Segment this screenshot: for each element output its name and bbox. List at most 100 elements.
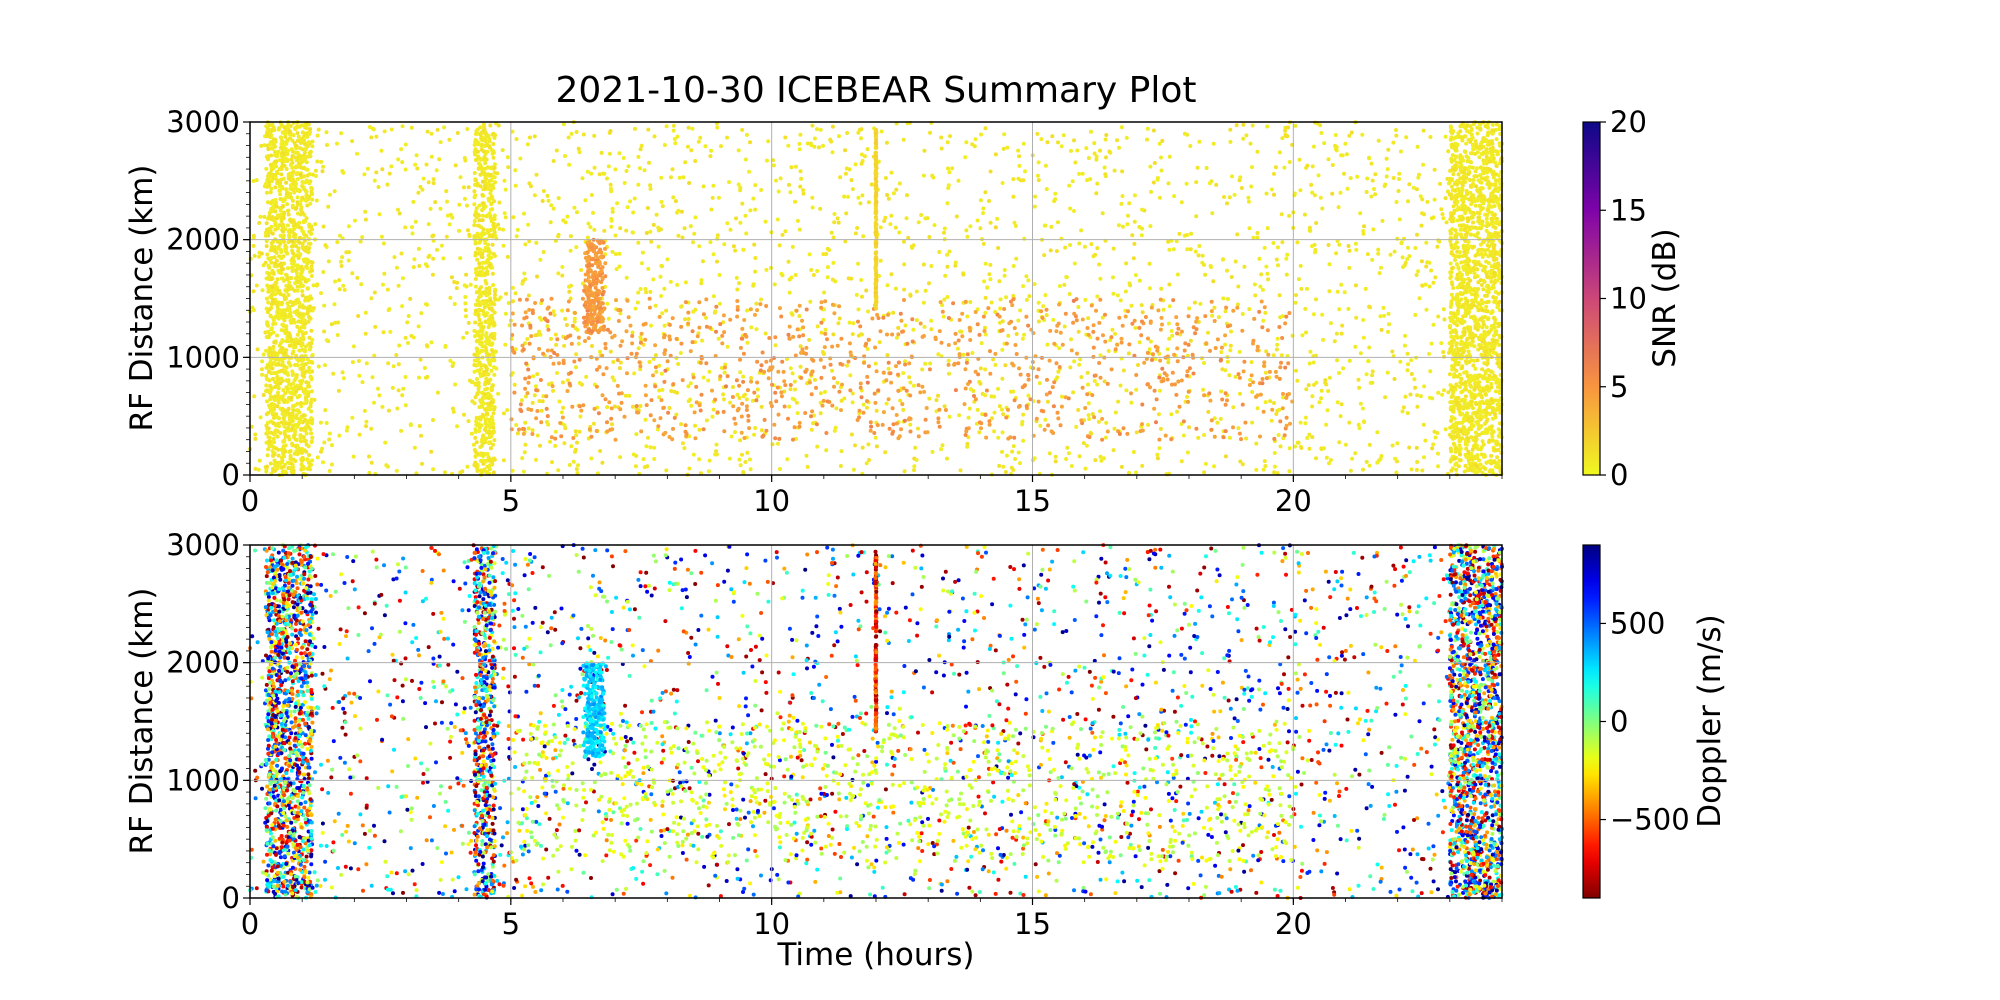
data-point (1293, 123, 1298, 128)
data-point (472, 369, 477, 374)
data-point (790, 312, 795, 317)
data-point (1219, 389, 1224, 394)
data-point (304, 160, 309, 165)
data-point (671, 128, 676, 133)
data-point (1089, 242, 1094, 247)
data-point (589, 456, 594, 461)
data-point (1435, 244, 1440, 249)
data-point (1343, 141, 1348, 146)
data-point (923, 361, 928, 366)
data-point (626, 164, 631, 169)
data-point (1489, 453, 1494, 458)
data-point (501, 411, 506, 416)
data-point (631, 210, 636, 215)
data-point (970, 351, 975, 355)
data-point (664, 308, 669, 313)
data-point (365, 166, 370, 171)
data-point (776, 189, 781, 194)
data-point (752, 432, 757, 437)
data-point (260, 288, 265, 293)
data-point (651, 277, 656, 282)
data-point (640, 250, 645, 255)
data-point (272, 360, 277, 365)
data-point (306, 278, 311, 282)
data-point (836, 220, 841, 225)
data-point (315, 282, 320, 287)
data-point (1443, 196, 1448, 201)
data-point (919, 213, 924, 217)
data-point (273, 339, 278, 344)
data-point (257, 221, 262, 225)
data-point (1016, 148, 1021, 153)
data-point (1026, 393, 1031, 398)
data-point (602, 228, 607, 233)
data-point (300, 362, 304, 367)
data-point (1263, 370, 1268, 375)
data-point (1427, 395, 1432, 400)
data-point (662, 286, 667, 291)
data-point (327, 469, 332, 473)
data-point (689, 148, 694, 153)
data-point (797, 147, 802, 152)
data-point (965, 234, 970, 239)
data-point (477, 299, 481, 304)
data-point (492, 310, 497, 315)
data-point (1179, 459, 1184, 464)
data-point (1260, 287, 1265, 292)
data-point (981, 241, 986, 246)
data-point (1157, 446, 1162, 451)
data-point (320, 169, 325, 174)
data-point (478, 341, 483, 346)
data-point (1235, 302, 1240, 307)
data-point (385, 182, 390, 187)
data-point (285, 152, 290, 157)
data-point (759, 188, 764, 192)
data-point (532, 193, 537, 198)
data-point (474, 346, 479, 351)
data-point (303, 425, 308, 430)
data-point (264, 383, 269, 388)
data-point (1406, 362, 1410, 367)
data-point (1062, 324, 1067, 329)
data-point (979, 341, 984, 346)
data-point (287, 382, 292, 387)
data-point (278, 233, 283, 238)
data-point (488, 250, 493, 255)
data-point (493, 293, 497, 297)
data-point (290, 269, 295, 273)
data-point (1441, 307, 1446, 312)
data-point (992, 429, 997, 434)
data-point (741, 247, 746, 252)
data-point (478, 373, 483, 378)
data-point (1303, 415, 1308, 420)
data-point (711, 252, 716, 257)
data-point (296, 187, 301, 192)
data-point (523, 277, 528, 282)
data-point (293, 281, 298, 286)
data-point (1045, 140, 1050, 145)
data-point (308, 294, 313, 299)
data-point (738, 370, 743, 375)
data-point (264, 373, 269, 378)
data-point (490, 383, 495, 388)
data-point (808, 299, 813, 304)
data-point (1280, 240, 1285, 245)
data-point (1408, 392, 1413, 397)
data-point (716, 195, 721, 200)
data-point (339, 131, 344, 136)
data-point (1112, 426, 1117, 431)
data-point (352, 218, 357, 223)
data-point (898, 398, 903, 403)
data-point (1384, 174, 1389, 179)
data-point (786, 143, 791, 148)
data-point (1378, 456, 1383, 461)
data-point (480, 255, 485, 259)
data-point (286, 331, 291, 336)
data-point (305, 266, 310, 270)
data-point (821, 317, 826, 322)
data-point (1421, 128, 1426, 133)
data-point (775, 217, 780, 222)
data-point (257, 254, 262, 259)
data-point (600, 171, 605, 176)
data-point (1221, 296, 1226, 301)
